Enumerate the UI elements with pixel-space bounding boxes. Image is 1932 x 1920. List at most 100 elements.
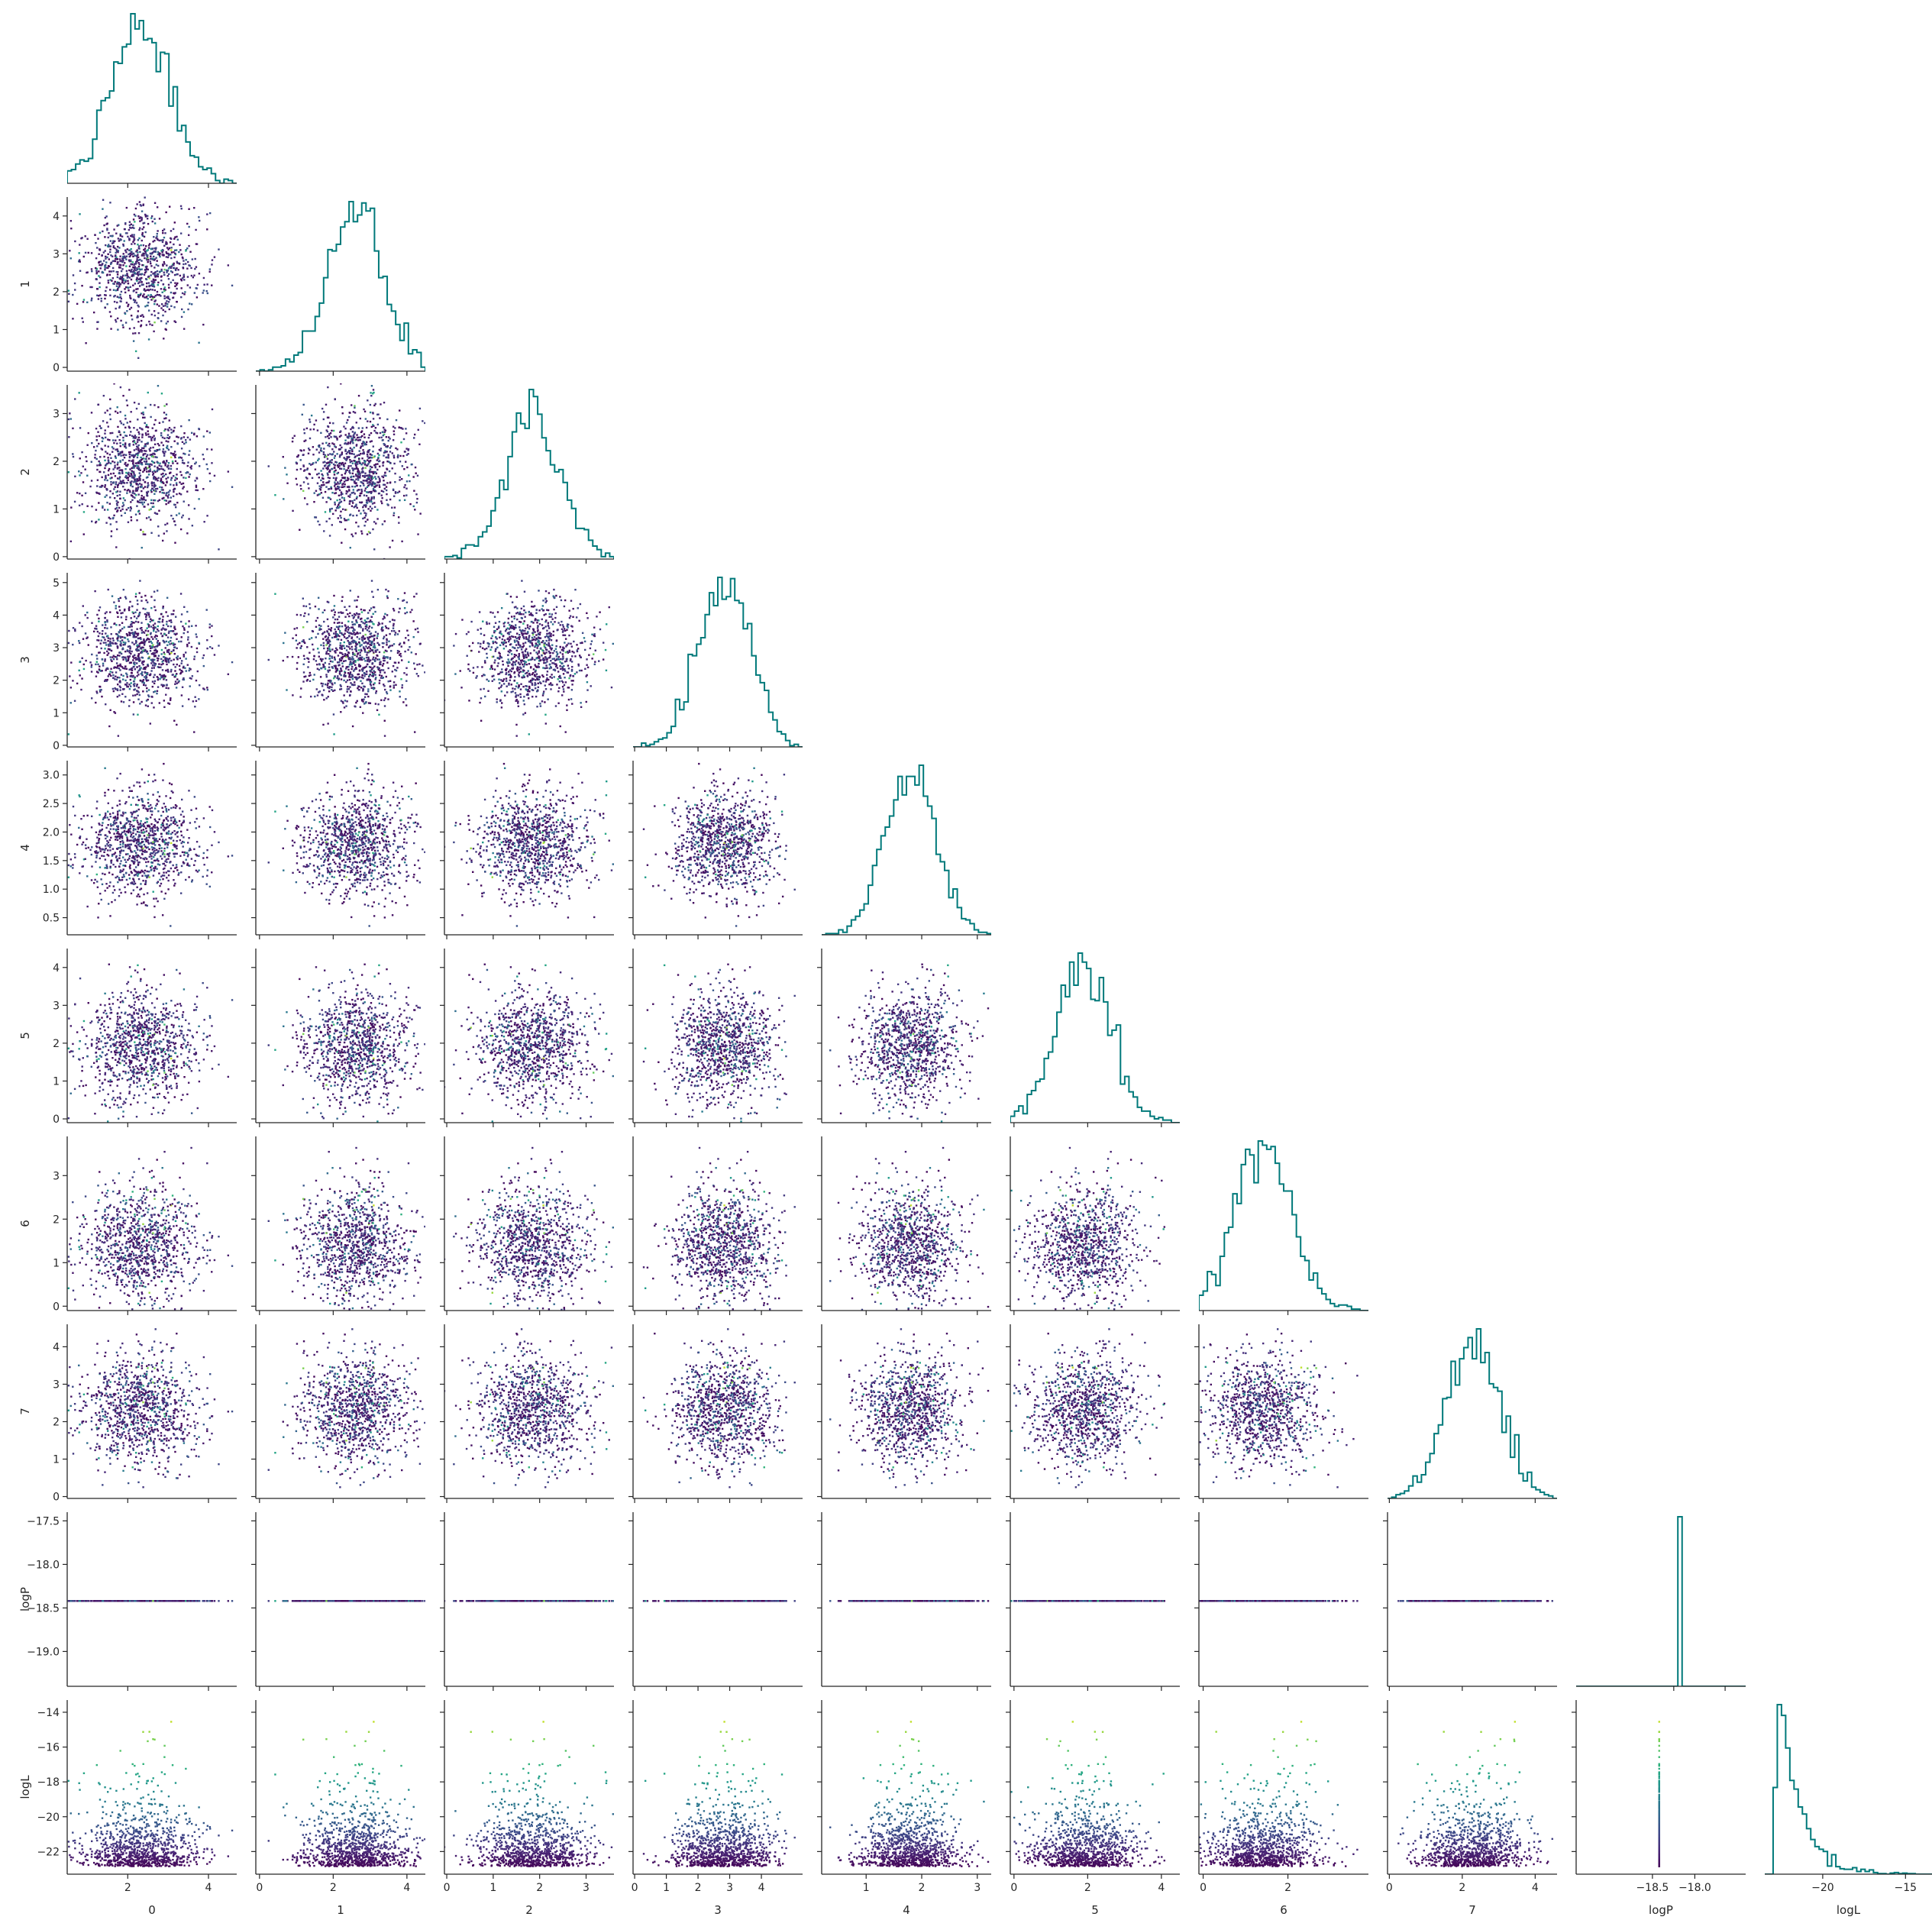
scatter-point	[104, 467, 106, 470]
scatter-point	[324, 461, 326, 463]
scatter-point	[244, 210, 246, 212]
scatter-point	[374, 465, 376, 467]
scatter-point	[153, 674, 156, 676]
scatter-point	[141, 260, 143, 262]
scatter-point	[134, 593, 137, 595]
scatter-point	[396, 633, 399, 635]
scatter-point	[147, 625, 150, 628]
scatter-point	[176, 273, 179, 276]
scatter-point	[133, 480, 135, 483]
scatter-point	[142, 453, 145, 455]
scatter-point	[353, 613, 356, 616]
scatter-point	[131, 632, 134, 634]
scatter-point	[122, 244, 125, 247]
scatter-point	[323, 620, 325, 623]
scatter-point	[118, 598, 120, 600]
scatter-point	[370, 626, 373, 629]
scatter-point	[144, 269, 147, 271]
scatter-point	[383, 426, 385, 429]
scatter-point	[185, 259, 187, 261]
scatter-point	[159, 490, 161, 493]
scatter-point	[129, 451, 132, 454]
scatter-point	[125, 302, 128, 304]
scatter-point	[163, 496, 165, 499]
scatter-point	[105, 215, 108, 218]
scatter-point	[370, 500, 373, 503]
scatter-point	[402, 701, 405, 703]
scatter-point	[119, 635, 121, 638]
scatter-point	[385, 675, 387, 678]
scatter-point	[378, 713, 380, 716]
scatter-point	[110, 633, 112, 635]
scatter-point	[383, 520, 386, 522]
scatter-point	[364, 418, 367, 420]
scatter-point	[164, 658, 166, 661]
scatter-point	[192, 457, 195, 460]
scatter-point	[161, 251, 163, 254]
scatter-point	[387, 454, 389, 457]
scatter-point	[96, 692, 99, 694]
scatter-point	[309, 419, 311, 421]
scatter-point	[121, 280, 124, 283]
scatter-point	[119, 276, 122, 278]
scatter-point	[73, 500, 76, 503]
scatter-point	[174, 282, 176, 284]
scatter-point	[399, 690, 401, 693]
scatter-point	[102, 394, 105, 397]
scatter-point	[168, 630, 170, 632]
scatter-point	[334, 479, 338, 481]
scatter-point	[153, 646, 156, 648]
scatter-point	[95, 278, 98, 280]
scatter-point	[140, 667, 142, 669]
scatter-point	[181, 256, 184, 259]
scatter-point	[156, 290, 159, 293]
scatter-point	[145, 257, 148, 260]
scatter-point	[162, 444, 165, 447]
scatter-point	[145, 634, 148, 636]
scatter-point	[111, 461, 114, 463]
scatter-point	[340, 674, 342, 677]
scatter-point	[157, 639, 160, 642]
scatter-point	[181, 277, 184, 280]
scatter-point	[328, 680, 331, 682]
scatter-point	[182, 267, 185, 270]
scatter-point	[354, 461, 357, 463]
scatter-point	[354, 653, 356, 655]
scatter-point	[126, 232, 128, 234]
scatter-point	[186, 222, 189, 225]
scatter-point	[363, 452, 365, 455]
scatter-point	[118, 664, 121, 667]
scatter-point	[115, 642, 118, 645]
scatter-point	[387, 627, 389, 630]
scatter-point	[384, 451, 387, 454]
scatter-point	[360, 658, 362, 661]
scatter-point	[135, 407, 138, 410]
scatter-point	[129, 646, 131, 648]
scatter-point	[147, 705, 149, 707]
scatter-point	[153, 706, 155, 709]
scatter-point	[115, 499, 118, 503]
scatter-point	[186, 645, 189, 648]
scatter-point	[116, 689, 119, 692]
scatter-point	[202, 487, 205, 490]
scatter-point	[118, 263, 121, 266]
scatter-point	[328, 445, 331, 448]
scatter-point	[173, 487, 176, 490]
scatter-point	[183, 606, 186, 609]
scatter-point	[322, 411, 325, 413]
scatter-point	[153, 680, 157, 682]
scatter-point	[140, 448, 142, 451]
scatter-point	[397, 598, 399, 600]
scatter-point	[354, 432, 356, 435]
scatter-point	[321, 473, 323, 476]
scatter-point	[183, 452, 185, 455]
scatter-point	[108, 454, 111, 456]
scatter-point	[351, 656, 354, 658]
scatter-point	[371, 503, 374, 505]
scatter-point	[128, 308, 131, 311]
scatter-point	[113, 228, 115, 231]
scatter-point	[338, 487, 340, 490]
scatter-point	[417, 631, 419, 633]
scatter-point	[375, 472, 378, 475]
scatter-point	[122, 688, 124, 690]
